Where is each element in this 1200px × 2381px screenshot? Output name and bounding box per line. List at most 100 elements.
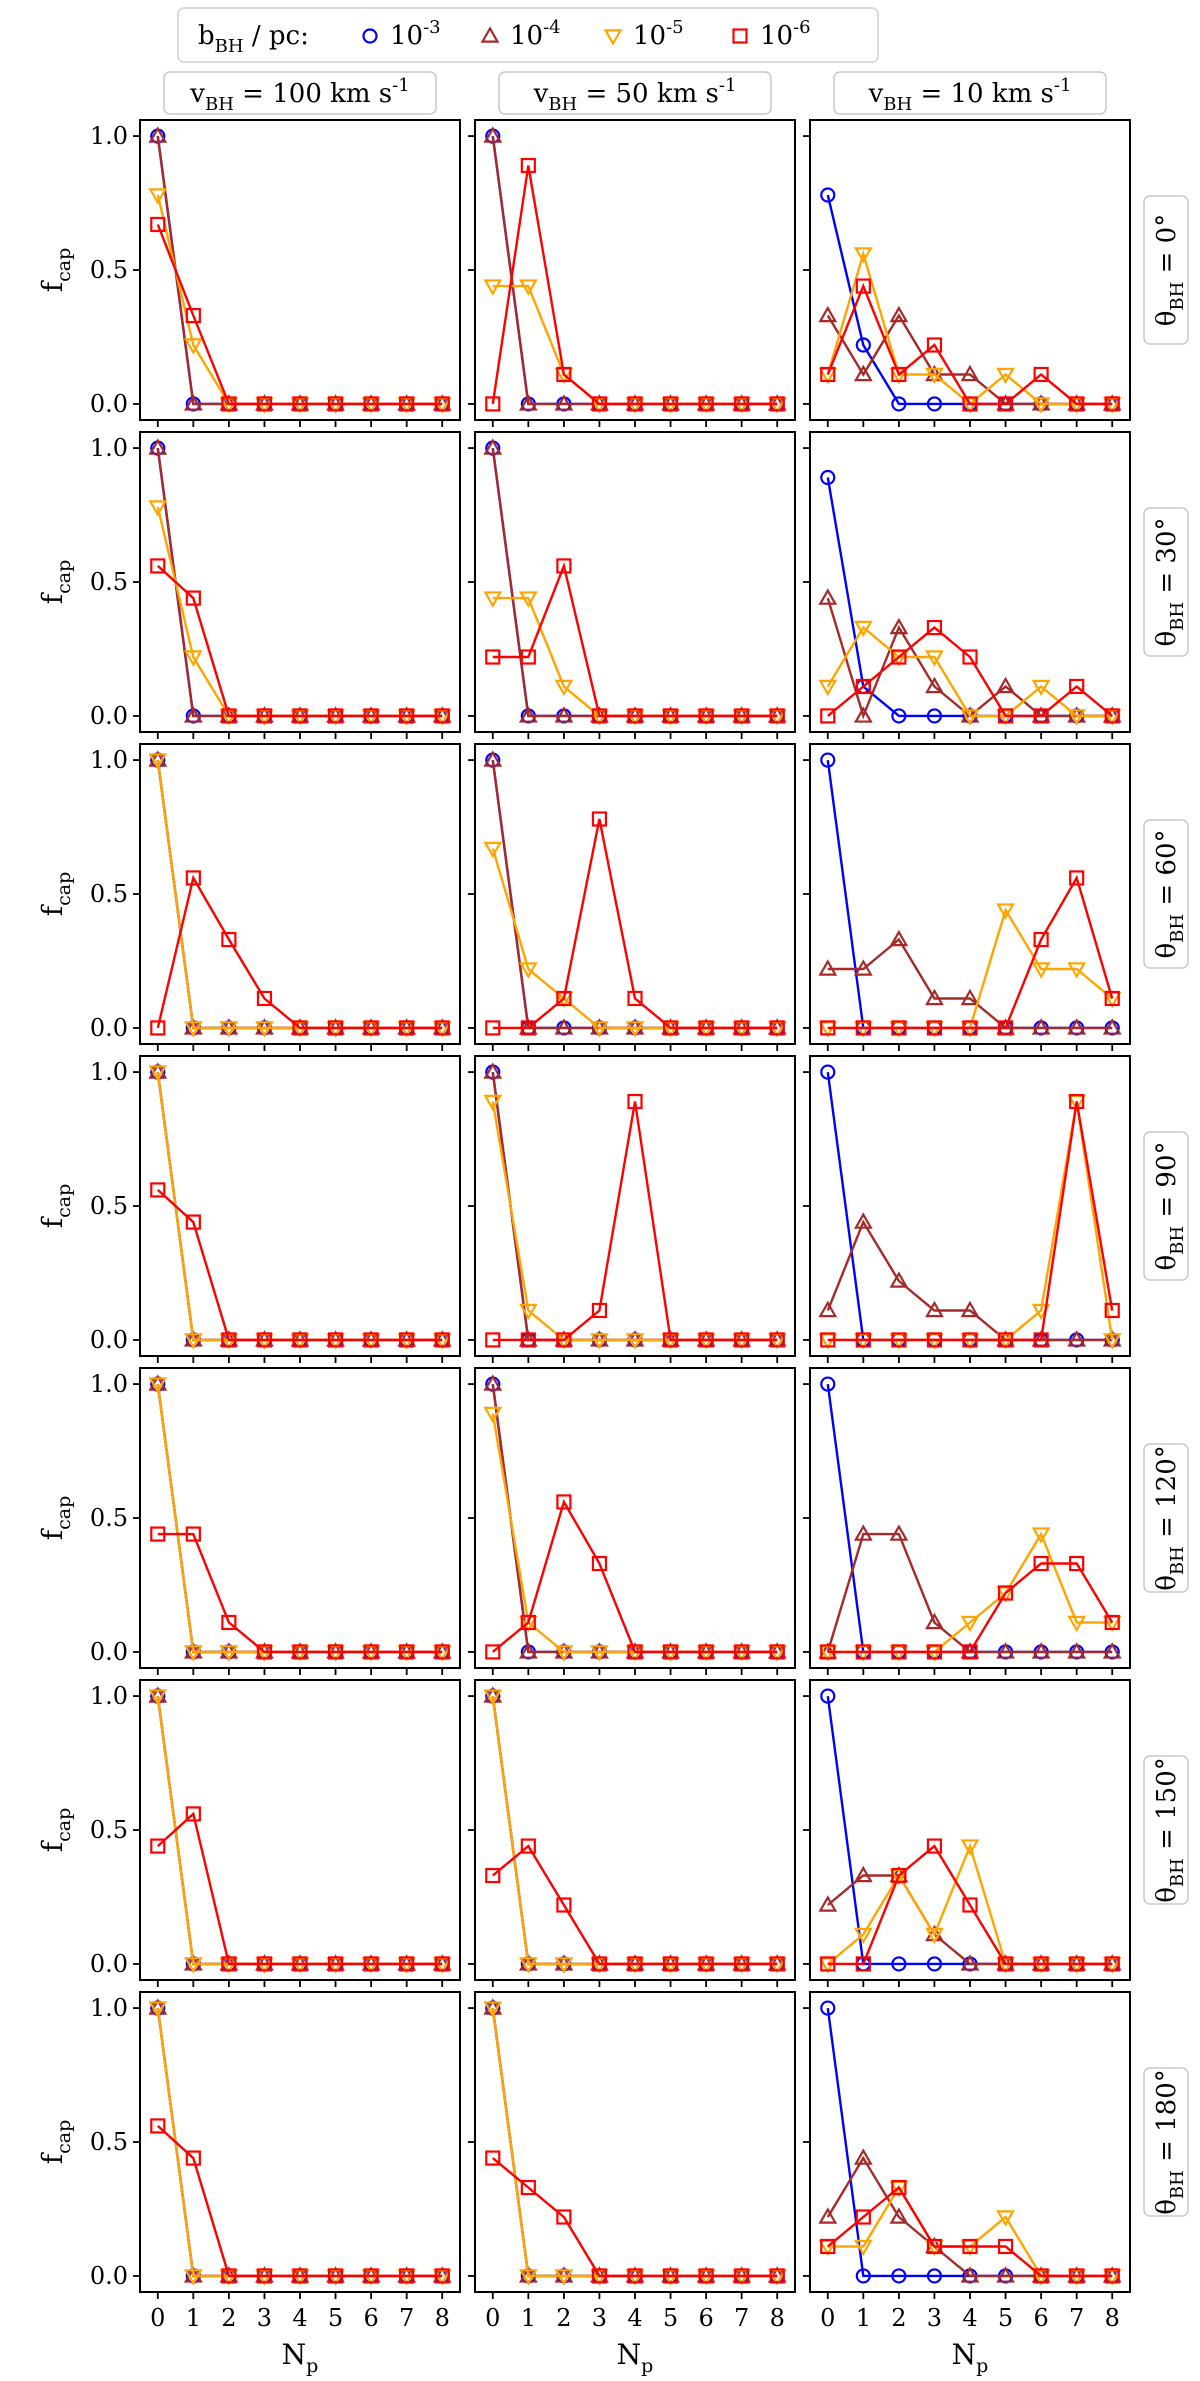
data-point (926, 1020, 943, 1036)
data-point (662, 1644, 679, 1660)
data-point (891, 1867, 907, 1884)
data-point (997, 2238, 1014, 2255)
legend-frame (177, 7, 879, 63)
data-point (591, 2268, 608, 2284)
data-point (256, 708, 273, 724)
data-point (734, 1020, 750, 1036)
data-point (518, 1642, 538, 1659)
data-point (1031, 962, 1051, 979)
row-header-label: θBH​ = 150° (1152, 1757, 1188, 1903)
data-point (962, 649, 978, 665)
data-point (483, 279, 503, 296)
data-point (891, 366, 907, 383)
x-tick-label: 6 (698, 2304, 713, 2332)
data-point (1031, 679, 1051, 697)
data-point (434, 2268, 450, 2284)
data-point (591, 1956, 608, 1972)
data-point (962, 1020, 978, 1036)
plot-area (140, 1368, 460, 1668)
data-point (960, 364, 980, 382)
data-point (627, 1644, 643, 1660)
legend-item: 10-6​ (732, 17, 811, 51)
data-point (434, 1644, 450, 1660)
plot-area (140, 1992, 460, 2292)
data-point (891, 708, 907, 724)
data-point (292, 708, 308, 724)
data-point (256, 1644, 273, 1660)
column-header-box (833, 71, 1107, 115)
data-point (855, 1956, 871, 1972)
data-point (399, 1644, 415, 1660)
data-point (183, 2269, 203, 2286)
data-point (962, 1897, 978, 1913)
column-header: vBH​ = 100 km s-1​ (163, 71, 437, 115)
data-point (627, 396, 643, 412)
data-point (891, 2179, 907, 2196)
data-point (148, 753, 168, 770)
x-tick-label: 6 (363, 2304, 378, 2332)
data-point (820, 1688, 836, 1704)
series-line (157, 1532, 443, 1654)
row-header-box (1143, 2067, 1189, 2217)
chart-panel: 0.0 0.5 1.0 fcap​ (36, 431, 461, 739)
series-line (826, 282, 1113, 406)
data-point (434, 1332, 450, 1348)
data-point (698, 2268, 714, 2284)
data-point (734, 1956, 750, 1972)
data-point (148, 438, 168, 455)
data-point (925, 1612, 944, 1630)
y-tick-label: 0.5 (90, 2128, 128, 2156)
plot-area (810, 1368, 1130, 1668)
data-point (518, 394, 538, 411)
y-tick-label: 0.0 (90, 1950, 128, 1978)
row-header: θBH​ = 90° (1143, 1131, 1189, 1281)
column-header-label: vBH​ = 10 km s-1​ (868, 75, 1072, 115)
data-point (363, 1644, 379, 1660)
data-point (818, 1895, 838, 1912)
data-point (818, 959, 838, 976)
data-point (485, 1644, 501, 1660)
chart-panel (468, 119, 796, 427)
data-point (820, 2238, 836, 2255)
data-point (1102, 1333, 1122, 1350)
data-point (590, 1645, 609, 1662)
data-point (434, 1020, 450, 1036)
data-point (698, 1644, 714, 1660)
data-point (853, 364, 873, 382)
data-point (185, 2150, 201, 2166)
y-tick-label: 0.0 (90, 1014, 128, 1042)
chart-panel: 0.0 0.5 1.0 fcap​ (36, 1055, 461, 1363)
x-tick-label: 4 (292, 2304, 307, 2332)
data-point (1104, 1302, 1120, 1319)
data-point (855, 678, 871, 695)
data-point (960, 1839, 980, 1856)
data-point (926, 2238, 943, 2255)
series-line (827, 2185, 1113, 2278)
x-axis-label: Np​ (282, 2338, 319, 2377)
data-point (734, 1644, 750, 1660)
data-point (518, 1303, 538, 1321)
data-point (891, 1020, 907, 1036)
data-point (1069, 678, 1085, 695)
column-header-label: vBH​ = 50 km s-1​ (533, 75, 737, 115)
data-point (556, 2209, 572, 2225)
plot-area (140, 744, 460, 1044)
data-point (1031, 1642, 1051, 1659)
series-line (827, 1562, 1114, 1654)
data-point (820, 366, 836, 383)
data-point (556, 1494, 572, 1510)
row-header-box (1143, 819, 1189, 969)
data-point (518, 591, 538, 608)
row-header: θBH​ = 0° (1143, 195, 1189, 345)
data-point (925, 988, 944, 1006)
column-header-box (498, 71, 772, 115)
y-tick-label: 0.0 (90, 1638, 128, 1666)
data-point (820, 708, 836, 724)
data-point (148, 1065, 168, 1082)
data-point (1104, 2268, 1120, 2284)
data-point (853, 1865, 873, 1883)
x-axis-label: Np​ (617, 2338, 654, 2377)
chart-panel: 0.0 0.5 1.0 fcap​ (36, 743, 461, 1051)
chart-panel (468, 1679, 796, 1987)
data-point (996, 2266, 1015, 2283)
